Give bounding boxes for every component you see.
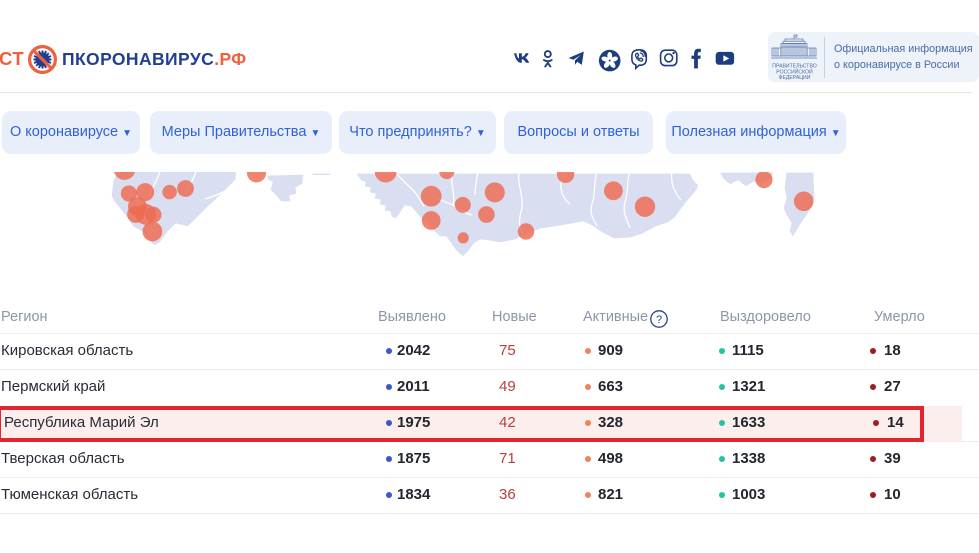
svg-text:?: ?	[656, 314, 662, 326]
